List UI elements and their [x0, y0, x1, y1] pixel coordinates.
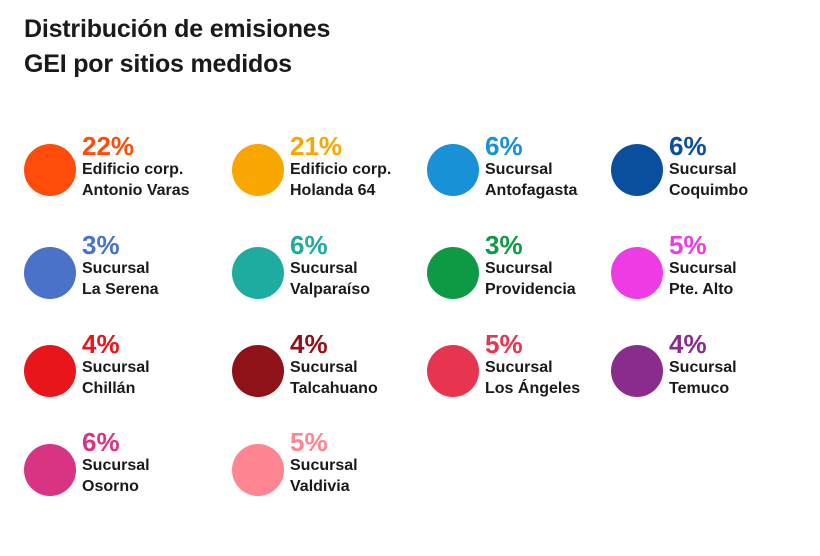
site-name: Sucursal Pte. Alto [669, 258, 737, 300]
color-dot [611, 345, 663, 397]
chart-title-line-2: GEI por sitios medidos [24, 50, 292, 78]
site-name: Sucursal La Serena [82, 258, 158, 300]
site-name-line-1: Sucursal [669, 260, 737, 277]
color-dot [611, 247, 663, 299]
site-name: Sucursal Osorno [82, 455, 150, 497]
legend-item: 6% Sucursal Antofagasta [427, 132, 627, 212]
chart-title: Distribución de emisiones GEI por sitios… [24, 12, 330, 82]
site-name-line-2: Providencia [485, 281, 576, 298]
legend-item: 4% Sucursal Chillán [24, 330, 224, 410]
legend-item: 6% Sucursal Valparaíso [232, 231, 432, 311]
site-name: Edificio corp. Holanda 64 [290, 159, 391, 201]
site-name-line-2: Chillán [82, 380, 136, 397]
site-name-line-1: Sucursal [290, 359, 358, 376]
site-name: Sucursal Valparaíso [290, 258, 370, 300]
site-name-line-1: Sucursal [82, 457, 150, 474]
site-name-line-2: Coquimbo [669, 182, 749, 199]
site-name-line-1: Sucursal [485, 359, 553, 376]
site-name-line-1: Sucursal [290, 457, 358, 474]
color-dot [24, 247, 76, 299]
legend-item: 21% Edificio corp. Holanda 64 [232, 132, 432, 212]
color-dot [427, 144, 479, 196]
color-dot [232, 247, 284, 299]
site-name-line-2: La Serena [82, 281, 159, 298]
legend-item: 5% Sucursal Valdivia [232, 428, 432, 508]
color-dot [427, 345, 479, 397]
legend-item: 3% Sucursal La Serena [24, 231, 224, 311]
site-name-line-2: Antofagasta [485, 182, 578, 199]
percentage-label: 22% [82, 131, 135, 161]
site-name-line-2: Temuco [669, 380, 730, 397]
site-name: Sucursal Coquimbo [669, 159, 748, 201]
percentage-label: 6% [669, 131, 707, 161]
legend-item: 22% Edificio corp. Antonio Varas [24, 132, 224, 212]
site-name-line-1: Sucursal [669, 359, 737, 376]
site-name-line-2: Antonio Varas [82, 182, 190, 199]
site-name-line-1: Sucursal [290, 260, 358, 277]
legend-item: 4% Sucursal Temuco [611, 330, 811, 410]
percentage-label: 4% [669, 329, 707, 359]
site-name-line-1: Sucursal [82, 260, 150, 277]
legend-item: 6% Sucursal Osorno [24, 428, 224, 508]
percentage-label: 5% [485, 329, 523, 359]
percentage-label: 21% [290, 131, 343, 161]
site-name: Sucursal Temuco [669, 357, 737, 399]
site-name-line-2: Valdivia [290, 478, 350, 495]
legend-item: 5% Sucursal Los Ángeles [427, 330, 627, 410]
percentage-label: 6% [82, 427, 120, 457]
legend-item: 5% Sucursal Pte. Alto [611, 231, 811, 311]
site-name-line-1: Sucursal [669, 161, 737, 178]
site-name: Sucursal Chillán [82, 357, 150, 399]
site-name-line-2: Osorno [82, 478, 139, 495]
percentage-label: 6% [290, 230, 328, 260]
site-name: Sucursal Los Ángeles [485, 357, 580, 399]
color-dot [24, 345, 76, 397]
site-name-line-1: Sucursal [485, 161, 553, 178]
color-dot [232, 345, 284, 397]
site-name: Sucursal Valdivia [290, 455, 358, 497]
percentage-label: 6% [485, 131, 523, 161]
percentage-label: 5% [290, 427, 328, 457]
color-dot [232, 444, 284, 496]
site-name-line-2: Holanda 64 [290, 182, 376, 199]
chart-title-line-1: Distribución de emisiones [24, 15, 331, 43]
color-dot [232, 144, 284, 196]
color-dot [24, 144, 76, 196]
percentage-label: 5% [669, 230, 707, 260]
site-name-line-1: Edificio corp. [290, 161, 392, 178]
site-name-line-1: Sucursal [82, 359, 150, 376]
percentage-label: 3% [82, 230, 120, 260]
percentage-label: 3% [485, 230, 523, 260]
site-name-line-2: Pte. Alto [669, 281, 734, 298]
site-name-line-1: Sucursal [485, 260, 553, 277]
site-name: Sucursal Antofagasta [485, 159, 577, 201]
site-name-line-2: Valparaíso [290, 281, 371, 298]
percentage-label: 4% [82, 329, 120, 359]
color-dot [24, 444, 76, 496]
legend-item: 4% Sucursal Talcahuano [232, 330, 432, 410]
site-name: Sucursal Providencia [485, 258, 576, 300]
site-name-line-2: Talcahuano [290, 380, 378, 397]
site-name-line-1: Edificio corp. [82, 161, 184, 178]
color-dot [611, 144, 663, 196]
color-dot [427, 247, 479, 299]
percentage-label: 4% [290, 329, 328, 359]
legend-item: 6% Sucursal Coquimbo [611, 132, 811, 212]
site-name: Sucursal Talcahuano [290, 357, 378, 399]
site-name: Edificio corp. Antonio Varas [82, 159, 190, 201]
site-name-line-2: Los Ángeles [485, 380, 581, 397]
legend-item: 3% Sucursal Providencia [427, 231, 627, 311]
